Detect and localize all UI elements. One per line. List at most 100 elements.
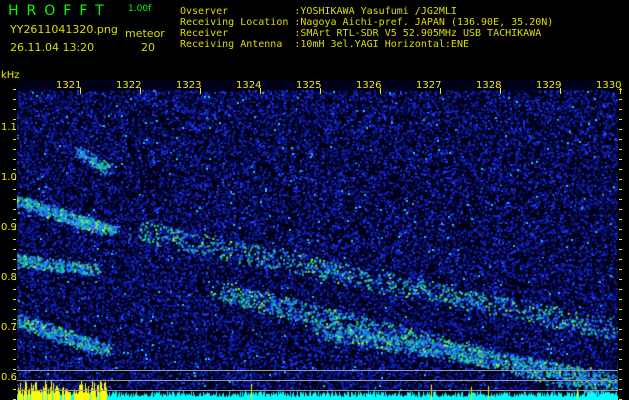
meteor-count: 20 bbox=[141, 41, 155, 54]
y-tick bbox=[619, 219, 622, 220]
y-tick bbox=[13, 299, 16, 300]
y-tick bbox=[619, 119, 622, 120]
y-tick bbox=[13, 259, 16, 260]
x-tick-label: 1325 bbox=[296, 80, 322, 91]
date-time: 26.11.04 13:20 bbox=[10, 41, 95, 54]
info-label: Receiver bbox=[180, 28, 295, 39]
reference-line bbox=[17, 390, 618, 391]
y-tick bbox=[619, 149, 622, 150]
x-tick-label: 1326 bbox=[356, 80, 382, 91]
y-tick bbox=[13, 389, 16, 390]
y-tick bbox=[619, 269, 622, 270]
y-tick bbox=[619, 349, 622, 350]
info-value: :Nagoya Aichi-pref. JAPAN (136.90E, 35.2… bbox=[294, 17, 554, 28]
x-tick-label: 1329 bbox=[536, 80, 562, 91]
info-value: :10mH 3el.YAGI Horizontal:ENE bbox=[294, 39, 469, 50]
y-tick bbox=[13, 289, 16, 290]
info-label: Receiving Location bbox=[180, 17, 295, 28]
y-tick-label: 1.1 bbox=[1, 122, 17, 133]
y-tick bbox=[13, 229, 16, 230]
app-logo: HROFFT bbox=[8, 3, 112, 19]
y-tick bbox=[619, 319, 622, 320]
reference-line bbox=[17, 370, 618, 371]
y-tick bbox=[13, 359, 16, 360]
x-tick bbox=[140, 88, 141, 94]
x-tick-label: 1328 bbox=[476, 80, 502, 91]
y-tick bbox=[619, 139, 622, 140]
y-tick bbox=[13, 89, 16, 90]
y-tick bbox=[13, 269, 16, 270]
y-tick bbox=[619, 379, 622, 380]
y-tick bbox=[13, 329, 16, 330]
y-tick-label: 0.8 bbox=[1, 272, 17, 283]
y-tick bbox=[13, 189, 16, 190]
y-tick bbox=[13, 279, 16, 280]
info-label: Ovserver bbox=[180, 6, 295, 17]
x-tick bbox=[80, 88, 81, 94]
info-receiver: Receiver :SMArt RTL-SDR V5 52.905MHz USB… bbox=[180, 28, 541, 39]
file-name: YY2611041320.png bbox=[10, 23, 118, 36]
y-tick bbox=[619, 159, 622, 160]
info-value: :SMArt RTL-SDR V5 52.905MHz USB TACHIKAW… bbox=[294, 28, 542, 39]
x-tick bbox=[440, 88, 441, 94]
info-observer: Ovserver :YOSHIKAWA Yasufumi /JG2MLI bbox=[180, 6, 457, 17]
y-tick bbox=[619, 199, 622, 200]
info-value: :YOSHIKAWA Yasufumi /JG2MLI bbox=[294, 6, 457, 17]
y-tick bbox=[619, 299, 622, 300]
y-tick bbox=[619, 129, 622, 130]
x-tick-label: 1321 bbox=[56, 80, 82, 91]
spectrogram bbox=[17, 80, 618, 400]
y-tick bbox=[619, 309, 622, 310]
meteor-label: meteor bbox=[125, 27, 165, 40]
y-tick bbox=[13, 129, 16, 130]
y-tick bbox=[13, 159, 16, 160]
y-tick bbox=[619, 339, 622, 340]
y-tick bbox=[13, 219, 16, 220]
y-tick bbox=[13, 199, 16, 200]
version-label: 1.00f bbox=[128, 4, 152, 14]
y-tick-label: 0.7 bbox=[1, 322, 17, 333]
x-tick-label: 1330 bbox=[596, 80, 622, 91]
y-tick bbox=[619, 239, 622, 240]
x-tick bbox=[380, 88, 381, 94]
y-tick bbox=[13, 179, 16, 180]
x-tick bbox=[560, 88, 561, 94]
y-tick bbox=[13, 339, 16, 340]
y-tick bbox=[619, 189, 622, 190]
y-axis-unit: kHz bbox=[1, 70, 20, 81]
y-tick bbox=[619, 389, 622, 390]
y-tick bbox=[619, 249, 622, 250]
y-tick bbox=[13, 319, 16, 320]
info-location: Receiving Location :Nagoya Aichi-pref. J… bbox=[180, 17, 553, 28]
y-tick bbox=[13, 249, 16, 250]
y-tick bbox=[13, 379, 16, 380]
y-tick bbox=[619, 259, 622, 260]
y-tick bbox=[619, 359, 622, 360]
y-tick bbox=[13, 119, 16, 120]
y-tick-label: 1.0 bbox=[1, 172, 17, 183]
y-tick bbox=[619, 109, 622, 110]
x-tick bbox=[200, 88, 201, 94]
info-label: Receiving Antenna bbox=[180, 39, 295, 50]
x-tick bbox=[620, 88, 621, 94]
x-tick-label: 1323 bbox=[176, 80, 202, 91]
y-tick bbox=[13, 99, 16, 100]
reference-line bbox=[17, 380, 618, 381]
y-tick bbox=[13, 109, 16, 110]
x-tick-label: 1324 bbox=[236, 80, 262, 91]
x-tick-label: 1322 bbox=[116, 80, 142, 91]
x-tick bbox=[320, 88, 321, 94]
y-tick-label: 0.9 bbox=[1, 222, 17, 233]
y-tick bbox=[13, 309, 16, 310]
y-tick bbox=[13, 369, 16, 370]
y-tick bbox=[13, 169, 16, 170]
x-tick bbox=[260, 88, 261, 94]
y-tick bbox=[619, 329, 622, 330]
y-tick bbox=[619, 289, 622, 290]
y-tick bbox=[13, 239, 16, 240]
y-tick bbox=[619, 99, 622, 100]
y-tick bbox=[619, 209, 622, 210]
y-tick bbox=[13, 209, 16, 210]
y-tick bbox=[619, 179, 622, 180]
info-antenna: Receiving Antenna :10mH 3el.YAGI Horizon… bbox=[180, 39, 469, 50]
